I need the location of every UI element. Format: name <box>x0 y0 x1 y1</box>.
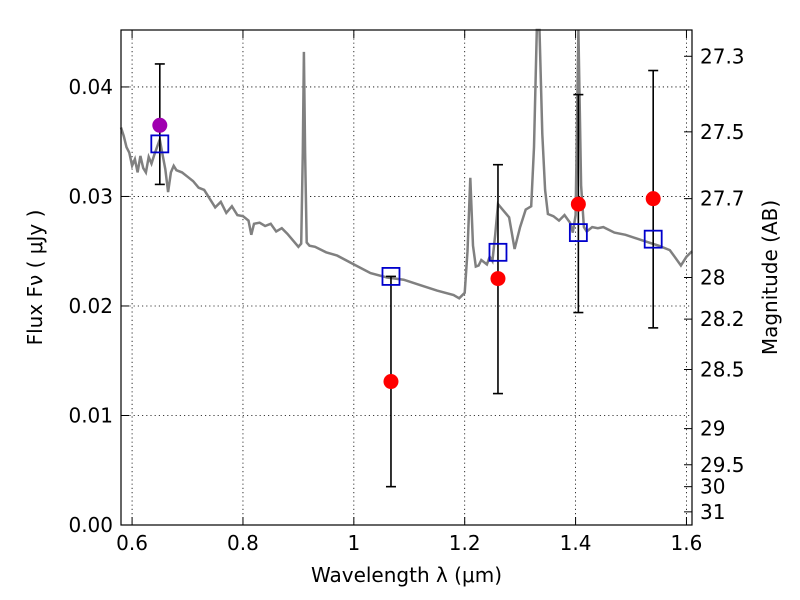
observed-optical-point <box>152 117 168 133</box>
y2-tick-label: 28 <box>700 266 725 290</box>
model-spectrum-line <box>119 28 693 300</box>
observed-point <box>490 271 506 287</box>
x-tick-label: 1 <box>347 531 360 555</box>
error-bars <box>154 63 659 488</box>
observed-point <box>570 196 586 212</box>
y2-tick-label: 31 <box>700 500 725 524</box>
model-photometry-points <box>150 134 663 286</box>
x-axis-title: Wavelength λ (μm) <box>311 563 502 587</box>
y2-tick-label: 30 <box>700 475 725 499</box>
y2-tick-label: 29 <box>700 417 725 441</box>
model-photometry-point <box>568 223 588 242</box>
y-tick-label: 0.01 <box>68 403 113 427</box>
observed-points <box>152 117 661 390</box>
y2-tick-label: 27.7 <box>700 187 745 211</box>
x-tick-label: 0.6 <box>116 531 148 555</box>
y-tick-label: 0.04 <box>68 75 113 99</box>
model-photometry-point <box>488 242 508 262</box>
y2-tick-label: 28.2 <box>700 307 745 331</box>
grid <box>121 30 692 526</box>
model-photometry-point <box>643 229 663 249</box>
axis-ticks: 0.6 0.8 1 1.2 1.4 1.6 0.00 0.01 0.02 0.03 0.04 27.3… <box>68 30 745 555</box>
y2-tick-label: 27.3 <box>700 44 745 68</box>
x-tick-label: 1.6 <box>671 531 703 555</box>
y-tick-label: 0.03 <box>68 184 113 208</box>
observed-point <box>645 191 661 207</box>
y2-tick-label: 28.5 <box>700 357 745 381</box>
observed-point <box>383 374 399 390</box>
model-photometry-point <box>150 134 170 154</box>
y2-tick-label: 27.5 <box>700 120 745 144</box>
y2-axis-title: Magnitude (AB) <box>758 200 782 355</box>
model-photometry-point <box>381 267 401 286</box>
y-tick-label: 0.02 <box>68 294 113 318</box>
y-tick-label: 0.00 <box>68 513 113 537</box>
x-tick-label: 1.2 <box>449 531 481 555</box>
x-tick-label: 1.4 <box>560 531 592 555</box>
y-axis-title: Flux Fν ( μJy ) <box>23 210 47 346</box>
plot-frame <box>120 29 693 526</box>
y2-tick-label: 29.5 <box>700 453 745 477</box>
x-tick-label: 0.8 <box>227 531 259 555</box>
